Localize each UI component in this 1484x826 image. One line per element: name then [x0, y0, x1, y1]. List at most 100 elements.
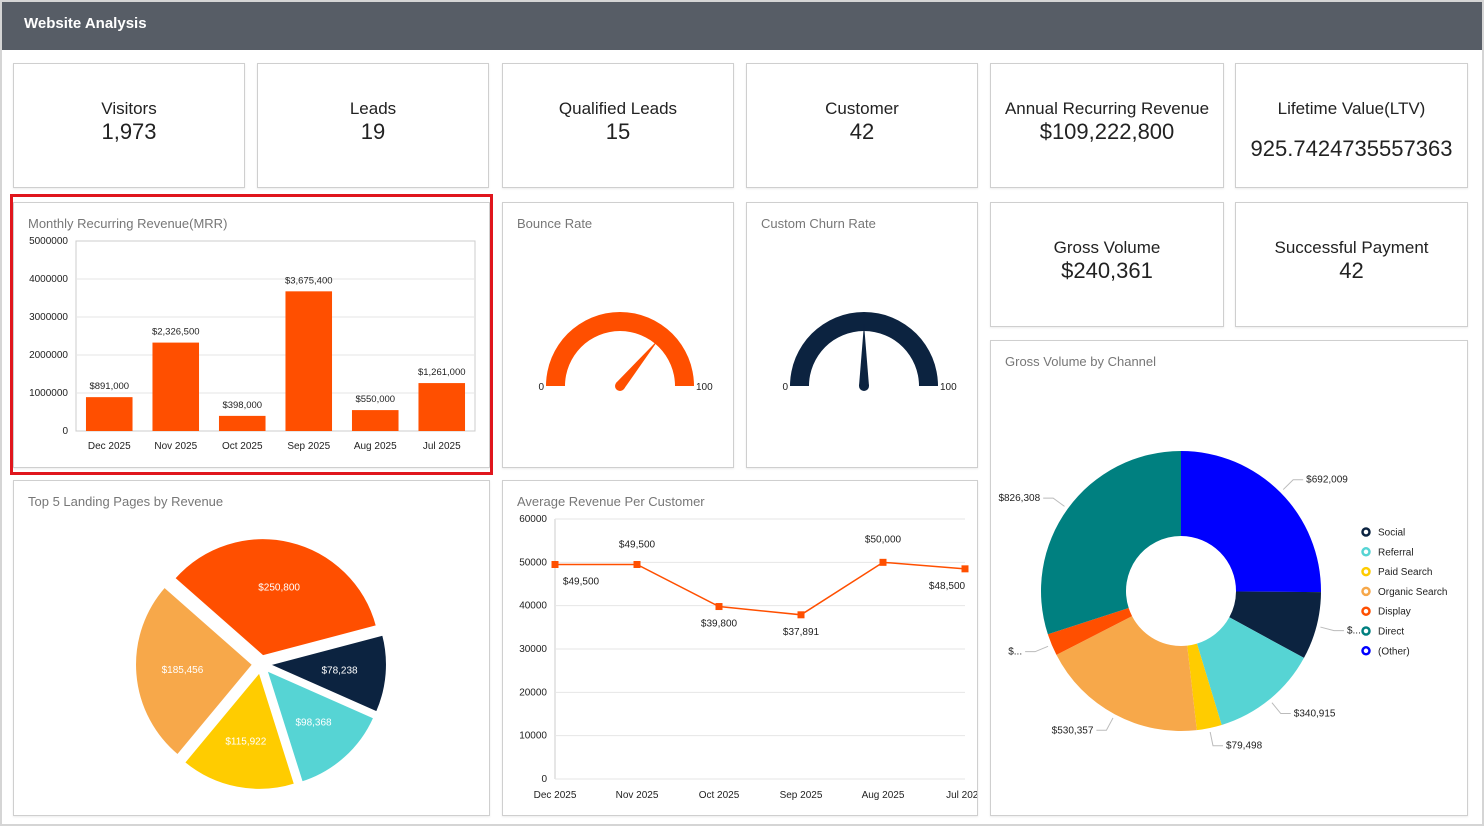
pie-slice-label: $115,922 [225, 736, 266, 747]
kpi-label: Lifetime Value(LTV) [1277, 99, 1426, 118]
kpi-card-leads[interactable]: Leads 19 [257, 63, 489, 188]
kpi-value: 1,973 [101, 119, 157, 144]
point-data-label: $39,800 [701, 619, 738, 630]
bar-data-label: $398,000 [222, 400, 262, 411]
x-tick-label: Aug 2025 [862, 790, 905, 801]
legend-marker [1361, 586, 1371, 597]
donut-slice [1196, 617, 1304, 725]
donut-slice [1229, 591, 1321, 658]
channel-panel[interactable]: Gross Volume by Channel $692,009 $... $340… [990, 340, 1468, 816]
legend-marker [1361, 646, 1371, 656]
y-tick-label: 0 [62, 426, 68, 437]
mrr-bar [285, 291, 333, 431]
donut-leader-line [1096, 717, 1114, 731]
x-tick-label: Oct 2025 [222, 441, 263, 452]
donut-leader-line [1282, 479, 1304, 490]
pie-slice [182, 669, 297, 791]
header-bar: Website Analysis [2, 2, 1482, 50]
kpi-value: $240,361 [1061, 258, 1153, 283]
gauge-max-label: 100 [940, 382, 957, 393]
bar-data-label: $550,000 [355, 394, 395, 405]
donut-slice [1181, 451, 1321, 593]
y-tick-label: 3000000 [29, 312, 68, 323]
panel-title: Average Revenue Per Customer [517, 494, 705, 509]
legend-marker [1361, 547, 1371, 557]
gauge-min-label: 0 [538, 382, 544, 393]
bounce-rate-gauge: 0 100 [538, 312, 713, 393]
legend-marker [1361, 626, 1371, 636]
legend-label: Display [1378, 607, 1411, 618]
pie-slice-label: $185,456 [162, 665, 204, 676]
donut-leader-line [1271, 702, 1291, 715]
gauge-needle [859, 324, 869, 386]
y-tick-label: 10000 [519, 731, 547, 742]
donut-slice-label: $340,915 [1294, 709, 1336, 720]
legend-label: Referral [1378, 547, 1414, 558]
mrr-panel[interactable]: Monthly Recurring Revenue(MRR) 5000000 40… [13, 202, 490, 468]
arpc-line-chart: 60000 50000 40000 30000 20000 10000 0 $49,500 De… [519, 514, 977, 801]
kpi-card-qualified-leads[interactable]: Qualified Leads 15 [502, 63, 734, 188]
kpi-value: $109,222,800 [1039, 119, 1175, 144]
point-data-label: $49,500 [563, 577, 600, 588]
y-tick-label: 2000000 [29, 350, 68, 361]
pie-slice [172, 537, 379, 658]
x-tick-label: Jul 2025 [423, 441, 461, 452]
kpi-card-successful-payment[interactable]: Successful Payment 42 [1235, 202, 1468, 327]
arpc-point [961, 565, 969, 573]
donut-leader-line [1025, 645, 1049, 653]
channel-donut-chart: $692,009 $... $340,915 $79,498 $530,357 $... $… [998, 451, 1447, 752]
mrr-bar [152, 342, 200, 431]
kpi-label: Annual Recurring Revenue [1004, 99, 1210, 118]
kpi-card-ltv[interactable]: Lifetime Value(LTV) 925.7424735557363 [1235, 63, 1468, 188]
plot-area [75, 240, 476, 432]
panel-title: Top 5 Landing Pages by Revenue [28, 494, 224, 509]
landing-pages-panel[interactable]: Top 5 Landing Pages by Revenue $250,800 $… [13, 480, 490, 816]
kpi-card-arr[interactable]: Annual Recurring Revenue $109,222,800 [990, 63, 1224, 188]
mrr-bar [85, 397, 133, 431]
donut-slice [1187, 643, 1222, 731]
bounce-rate-panel[interactable]: Bounce Rate 0 100 [502, 202, 734, 468]
panel-title: Custom Churn Rate [761, 216, 876, 231]
arpc-panel[interactable]: Average Revenue Per Customer 60000 50000 4… [502, 480, 978, 816]
x-tick-label: Nov 2025 [616, 790, 659, 801]
pie-slice-label: $98,368 [295, 718, 332, 729]
kpi-card-gross-volume[interactable]: Gross Volume $240,361 [990, 202, 1224, 327]
bar-data-label: $1,261,000 [418, 367, 466, 378]
kpi-card-visitors[interactable]: Visitors 1,973 [13, 63, 245, 188]
donut-slice-label: $826,308 [998, 493, 1040, 504]
x-tick-label: Nov 2025 [154, 441, 197, 452]
churn-rate-panel[interactable]: Custom Churn Rate 0 100 [746, 202, 978, 468]
legend-label: Social [1378, 528, 1405, 539]
panel-title: Monthly Recurring Revenue(MRR) [28, 216, 228, 231]
gauge-arc [546, 312, 694, 386]
y-tick-label: 50000 [519, 557, 547, 568]
y-tick-label: 4000000 [29, 274, 68, 285]
donut-slice-label: $530,357 [1052, 725, 1094, 736]
x-tick-label: Aug 2025 [354, 441, 397, 452]
arpc-point [715, 603, 723, 611]
donut-slice [1041, 451, 1181, 635]
donut-leader-line [1320, 626, 1344, 632]
point-data-label: $48,500 [929, 581, 966, 592]
panel-title: Gross Volume by Channel [1005, 354, 1157, 369]
bar-data-label: $3,675,400 [285, 275, 333, 286]
y-tick-label: 60000 [519, 514, 547, 525]
gauge-needle-hub [615, 381, 625, 391]
mrr-bar [418, 383, 466, 431]
pie-slice [264, 668, 376, 784]
kpi-label: Leads [349, 99, 397, 118]
kpi-card-customer[interactable]: Customer 42 [746, 63, 978, 188]
kpi-label: Customer [825, 99, 899, 118]
pie-slice-label: $250,800 [258, 582, 300, 593]
mrr-bar [218, 415, 266, 431]
x-tick-label: Sep 2025 [287, 441, 330, 452]
donut-slice-label: $... [1008, 647, 1022, 658]
bar-data-label: $2,326,500 [152, 327, 200, 338]
pie-slice [265, 633, 388, 714]
kpi-label: Successful Payment [1274, 238, 1429, 257]
kpi-label: Gross Volume [1053, 238, 1161, 257]
legend-label: Direct [1378, 627, 1404, 638]
kpi-label: Qualified Leads [558, 99, 678, 118]
gauge-arc [790, 312, 938, 386]
arpc-point [551, 561, 559, 568]
